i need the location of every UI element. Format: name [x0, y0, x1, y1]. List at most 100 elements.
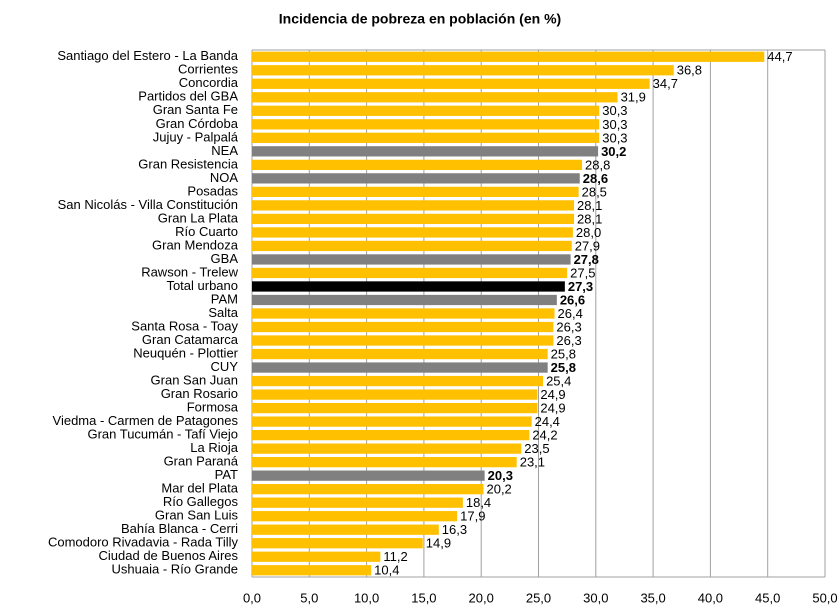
bar [252, 227, 573, 238]
x-tick-label: 45,0 [755, 590, 780, 605]
y-tick-label: CUY [211, 359, 239, 374]
y-tick-label: Gran Córdoba [156, 116, 239, 131]
bar [252, 254, 571, 265]
x-tick-label: 30,0 [583, 590, 608, 605]
y-tick-label: Santiago del Estero - La Banda [57, 48, 238, 63]
chart-title: Incidencia de pobreza en población (en %… [279, 11, 561, 27]
bar [252, 524, 439, 535]
data-label: 34,7 [653, 76, 678, 91]
y-tick-label: Ushuaia - Río Grande [112, 562, 238, 577]
bar [252, 146, 599, 157]
y-tick-label: Rawson - Trelew [141, 264, 238, 279]
data-label: 20,3 [488, 468, 513, 483]
data-label: 30,3 [602, 103, 627, 118]
x-tick-label: 35,0 [640, 590, 665, 605]
bar [252, 565, 372, 576]
data-label: 44,7 [767, 49, 792, 64]
y-tick-label: Gran Paraná [164, 454, 239, 469]
y-tick-label: Gran Catamarca [142, 332, 239, 347]
y-tick-label: Río Gallegos [163, 494, 239, 509]
bar [252, 511, 458, 522]
data-label: 25,8 [551, 346, 576, 361]
y-tick-label: Jujuy - Palpalá [153, 129, 239, 144]
y-tick-label: PAM [211, 291, 238, 306]
y-tick-label: Ciudad de Buenos Aires [99, 548, 239, 563]
x-tick-label: 20,0 [469, 590, 494, 605]
data-label: 28,1 [577, 211, 602, 226]
y-tick-label: La Rioja [190, 440, 238, 455]
bar [252, 335, 554, 346]
y-tick-label: Gran Tucumán - Tafí Viejo [87, 427, 238, 442]
y-tick-label: Comodoro Rivadavia - Rada Tilly [48, 535, 239, 550]
y-tick-label: Formosa [187, 400, 239, 415]
y-tick-label: Salta [208, 305, 238, 320]
x-tick-label: 50,0 [812, 590, 837, 605]
bar [252, 484, 484, 495]
bar [252, 119, 600, 130]
data-label: 26,3 [556, 319, 581, 334]
data-label: 20,2 [486, 482, 511, 497]
bar [252, 443, 522, 454]
data-label: 24,2 [532, 428, 557, 443]
bar [252, 105, 600, 116]
data-label: 27,8 [574, 252, 599, 267]
bar [252, 281, 565, 292]
data-label: 18,4 [466, 495, 491, 510]
data-label: 24,9 [540, 387, 565, 402]
data-label: 28,6 [583, 171, 608, 186]
bar [252, 308, 555, 319]
y-tick-label: Total urbano [166, 278, 238, 293]
bar [252, 65, 674, 76]
data-label: 28,0 [576, 225, 601, 240]
x-tick-label: 5,0 [300, 590, 318, 605]
bar [252, 348, 548, 360]
y-tick-label: Gran Resistencia [138, 156, 238, 171]
y-tick-label: Mar del Plata [161, 481, 238, 496]
y-tick-label: San Nicolás - Villa Constitución [58, 197, 238, 212]
data-label: 27,9 [575, 238, 600, 253]
bar [252, 213, 575, 225]
x-tick-label: 25,0 [526, 590, 551, 605]
data-label: 27,5 [570, 265, 595, 280]
bar [252, 321, 554, 333]
y-tick-label: Gran San Luis [155, 508, 239, 523]
data-label: 30,2 [601, 144, 626, 159]
data-label: 28,1 [577, 198, 602, 213]
bar [252, 267, 568, 279]
x-tick-label: 15,0 [411, 590, 436, 605]
bar [252, 497, 463, 508]
data-label: 30,3 [602, 130, 627, 145]
y-tick-label: Gran San Juan [151, 373, 238, 388]
data-label: 23,5 [524, 441, 549, 456]
data-label: 24,9 [540, 401, 565, 416]
bar [252, 416, 532, 427]
data-label: 28,8 [585, 157, 610, 172]
y-tick-label: Río Cuarto [175, 224, 238, 239]
bar [252, 186, 579, 198]
data-label: 24,4 [535, 414, 560, 429]
x-tick-label: 0,0 [243, 590, 261, 605]
bar [252, 240, 572, 252]
y-tick-label: Concordia [179, 75, 239, 90]
data-label: 28,5 [582, 184, 607, 199]
x-tick-label: 40,0 [698, 590, 723, 605]
y-tick-label: Santa Rosa - Toay [131, 318, 238, 333]
data-label: 23,1 [520, 455, 545, 470]
y-tick-label: Gran Mendoza [152, 237, 239, 252]
y-tick-label: Corrientes [178, 62, 238, 77]
bar [252, 294, 557, 306]
data-label: 16,3 [442, 522, 467, 537]
y-tick-label: Partidos del GBA [138, 89, 238, 104]
data-label: 10,4 [374, 563, 399, 578]
y-tick-label: Gran Santa Fe [153, 102, 238, 117]
bar [252, 389, 538, 400]
y-tick-label: PAT [215, 467, 238, 482]
bar [252, 470, 485, 481]
bar [252, 538, 423, 549]
bar [252, 132, 600, 143]
data-label: 30,3 [602, 117, 627, 132]
data-label: 26,6 [560, 292, 585, 307]
data-label: 26,3 [556, 333, 581, 348]
bar [252, 92, 618, 103]
